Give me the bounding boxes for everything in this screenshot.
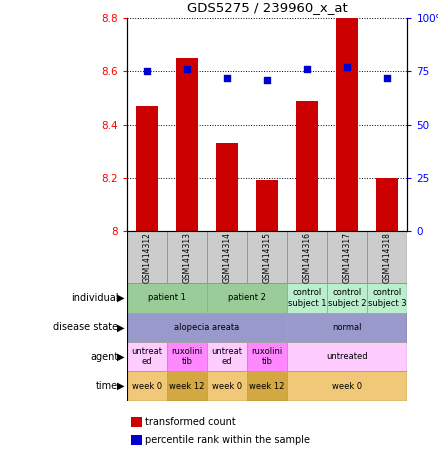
Bar	[207, 371, 247, 401]
Bar	[296, 101, 318, 231]
Bar	[207, 342, 247, 371]
Bar	[287, 371, 407, 401]
Bar	[287, 342, 407, 371]
Bar	[176, 58, 198, 231]
Bar	[247, 342, 287, 371]
Point	[344, 63, 351, 71]
Bar	[136, 106, 158, 231]
Bar	[287, 342, 407, 371]
Text: patient 2: patient 2	[228, 294, 266, 302]
Bar	[327, 283, 367, 313]
Text: transformed count: transformed count	[145, 417, 235, 427]
Text: week 0: week 0	[212, 382, 242, 390]
Text: week 0: week 0	[132, 382, 162, 390]
Point	[384, 74, 391, 82]
Text: time: time	[96, 381, 118, 391]
Text: percentile rank within the sample: percentile rank within the sample	[145, 435, 310, 445]
Title: GDS5275 / 239960_x_at: GDS5275 / 239960_x_at	[187, 1, 348, 14]
Text: patient 1: patient 1	[148, 294, 186, 302]
Bar	[207, 371, 247, 401]
Bar	[327, 231, 367, 283]
Bar	[127, 371, 167, 401]
Text: control
subject 3: control subject 3	[368, 288, 406, 308]
Bar	[247, 371, 287, 401]
Text: control
subject 1: control subject 1	[288, 288, 326, 308]
Point	[224, 74, 231, 82]
Bar	[216, 143, 238, 231]
Bar	[327, 283, 367, 313]
Text: normal: normal	[332, 323, 362, 332]
Text: disease state: disease state	[53, 322, 118, 333]
Bar	[207, 342, 247, 371]
Bar	[256, 180, 278, 231]
Text: individual: individual	[71, 293, 118, 303]
Bar	[287, 283, 327, 313]
Bar	[167, 371, 207, 401]
Text: agent: agent	[90, 352, 118, 362]
Bar	[167, 342, 207, 371]
Text: GSM1414316: GSM1414316	[303, 231, 312, 283]
Bar	[367, 283, 407, 313]
Text: GSM1414314: GSM1414314	[223, 231, 232, 283]
Bar	[167, 231, 207, 283]
Bar	[287, 231, 327, 283]
Text: untreat
ed: untreat ed	[212, 347, 243, 366]
Bar	[367, 231, 407, 283]
Text: GSM1414315: GSM1414315	[263, 231, 272, 283]
Bar	[127, 283, 207, 313]
Point	[184, 66, 191, 73]
Bar	[287, 313, 407, 342]
Point	[264, 76, 271, 83]
Bar	[287, 283, 327, 313]
Text: week 0: week 0	[332, 382, 362, 390]
Text: alopecia areata: alopecia areata	[174, 323, 240, 332]
Text: untreat
ed: untreat ed	[131, 347, 162, 366]
Bar	[207, 283, 287, 313]
Text: ruxolini
tib: ruxolini tib	[251, 347, 283, 366]
Bar	[207, 283, 287, 313]
Bar	[167, 342, 207, 371]
Point	[144, 67, 151, 75]
Bar	[207, 231, 247, 283]
Bar	[127, 342, 167, 371]
Text: control
subject 2: control subject 2	[328, 288, 367, 308]
Bar	[127, 342, 167, 371]
Text: GSM1414317: GSM1414317	[343, 231, 352, 283]
Bar	[247, 231, 287, 283]
Bar	[247, 342, 287, 371]
Bar	[336, 18, 358, 231]
Text: ▶: ▶	[117, 322, 125, 333]
Text: GSM1414312: GSM1414312	[142, 231, 152, 283]
Bar	[287, 371, 407, 401]
Bar	[367, 283, 407, 313]
Text: week 12: week 12	[250, 382, 285, 390]
Text: ▶: ▶	[117, 352, 125, 362]
Text: ▶: ▶	[117, 293, 125, 303]
Bar	[167, 371, 207, 401]
Point	[304, 66, 311, 73]
Bar	[247, 371, 287, 401]
Bar	[127, 231, 167, 283]
Text: untreated: untreated	[326, 352, 368, 361]
Bar	[127, 313, 287, 342]
Text: ▶: ▶	[117, 381, 125, 391]
Bar	[287, 313, 407, 342]
Bar	[127, 283, 207, 313]
Bar	[376, 178, 398, 231]
Text: GSM1414318: GSM1414318	[383, 231, 392, 283]
Text: week 12: week 12	[170, 382, 205, 390]
Text: ruxolini
tib: ruxolini tib	[171, 347, 203, 366]
Text: GSM1414313: GSM1414313	[183, 231, 191, 283]
Bar	[127, 313, 287, 342]
Bar	[127, 371, 167, 401]
